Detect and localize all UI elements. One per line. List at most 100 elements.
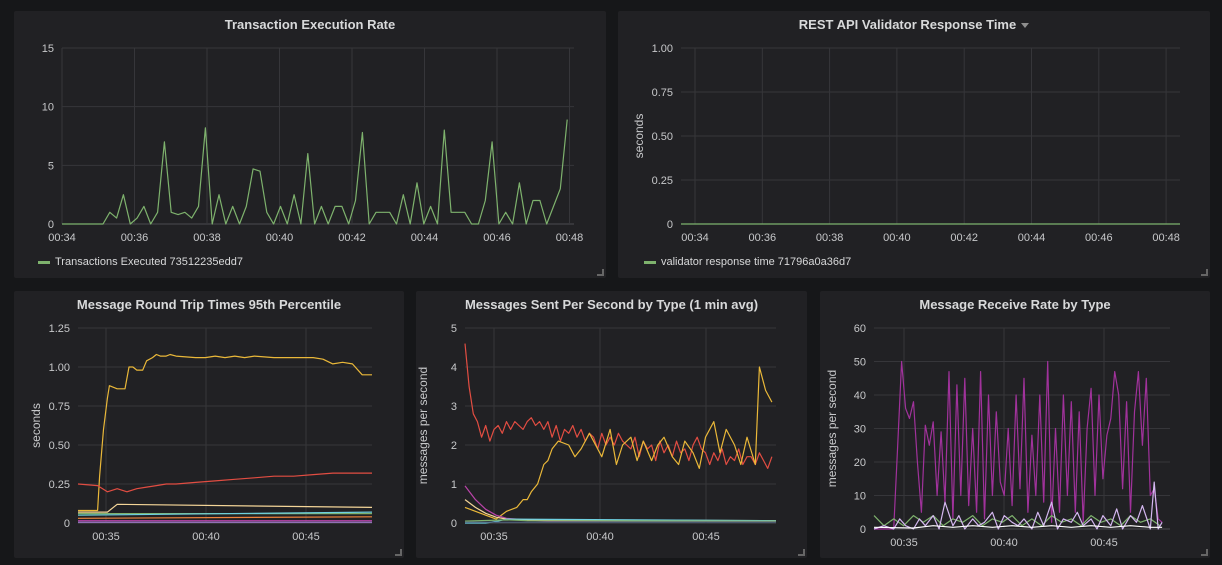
chart-transaction-execution-rate: 0 5 10 15 00:34 00:36 00:38 00:40 00:42 00:44 00:4…: [42, 43, 584, 244]
x-tick-label: 00:35: [890, 537, 918, 549]
x-tick-label: 00:45: [1090, 537, 1118, 549]
legend-swatch: [38, 260, 50, 264]
panel-message-receive-rate[interactable]: Message Receive Rate by Type 0 10 20 30 40 50…: [820, 291, 1210, 558]
legend-label: Transactions Executed 73512235edd7: [55, 256, 243, 268]
series-line: [873, 481, 1163, 530]
panel-message-round-trip-times[interactable]: Message Round Trip Times 95th Percentile…: [14, 291, 404, 558]
x-tick-label: 00:46: [483, 232, 511, 244]
y-tick-label: 0: [48, 219, 54, 231]
panel-title[interactable]: Messages Sent Per Second by Type (1 min …: [464, 297, 759, 312]
y-tick-label: 0.50: [49, 440, 70, 452]
y-tick-label: 0: [451, 518, 457, 530]
chart-message-round-trip-times: 0 0.25 0.50 0.75 1.00 1.25 00:35 00:40 00:45 seco…: [29, 323, 373, 543]
y-tick-label: 0: [860, 524, 866, 536]
x-tick-label: 00:36: [121, 232, 149, 244]
x-tick-label: 00:40: [192, 531, 220, 543]
x-tick-label: 00:36: [749, 232, 777, 244]
x-tick-label: 00:38: [193, 232, 221, 244]
y-tick-label: 3: [451, 401, 457, 413]
x-tick-label: 00:45: [292, 531, 320, 543]
y-tick-label: 0.50: [652, 131, 673, 143]
y-tick-label: 0.75: [652, 87, 673, 99]
legend-item[interactable]: Transactions Executed 73512235edd7: [38, 256, 243, 268]
panel-transaction-execution-rate[interactable]: Transaction Execution Rate 0 5 10 15 00:34 00…: [14, 11, 606, 278]
y-tick-label: 0.25: [652, 175, 673, 187]
series-line: [62, 119, 568, 225]
series-line: [464, 485, 777, 522]
x-tick-label: 00:40: [266, 232, 294, 244]
series-line: [77, 511, 373, 516]
chevron-down-icon[interactable]: [1021, 23, 1030, 29]
y-tick-label: 40: [854, 390, 866, 402]
y-tick-label: 0: [64, 518, 70, 530]
legend-swatch: [644, 260, 656, 264]
series-line: [873, 525, 1163, 529]
x-tick-label: 00:40: [586, 531, 614, 543]
y-tick-label: 10: [42, 102, 54, 114]
legend-label: validator response time 71796a0a36d7: [661, 256, 852, 268]
x-tick-label: 00:46: [1085, 232, 1113, 244]
x-tick-label: 00:42: [338, 232, 366, 244]
y-axis-label: messages per second: [416, 367, 430, 484]
x-tick-label: 00:44: [1018, 232, 1046, 244]
series-line: [464, 366, 773, 520]
resize-handle[interactable]: [1201, 269, 1208, 276]
series-line: [464, 499, 777, 522]
y-tick-label: 50: [854, 357, 866, 369]
series-line: [464, 519, 777, 522]
series-line: [77, 472, 372, 493]
y-axis-label: seconds: [29, 403, 43, 448]
y-tick-label: 10: [854, 491, 866, 503]
y-tick-label: 0.25: [49, 479, 70, 491]
y-tick-label: 5: [48, 160, 54, 172]
y-tick-label: 30: [854, 424, 866, 436]
y-tick-label: 20: [854, 457, 866, 469]
x-tick-label: 00:48: [1152, 232, 1180, 244]
series-line: [78, 353, 372, 512]
y-tick-label: 2: [451, 440, 457, 452]
legend-item[interactable]: validator response time 71796a0a36d7: [644, 256, 851, 268]
y-axis-label: messages per second: [825, 370, 839, 487]
x-tick-label: 00:38: [816, 232, 844, 244]
series-line: [78, 503, 373, 513]
y-tick-label: 15: [42, 43, 54, 55]
chart-rest-api-validator-response-time: 0 0.25 0.50 0.75 1.00 00:34 00:36 00:38 00:40 00:…: [632, 43, 1180, 244]
y-tick-label: 1: [451, 479, 457, 491]
series-line: [77, 516, 373, 519]
x-tick-label: 00:40: [883, 232, 911, 244]
x-tick-label: 00:44: [411, 232, 439, 244]
resize-handle[interactable]: [395, 549, 402, 556]
y-tick-label: 1.00: [49, 362, 70, 374]
panel-rest-api-validator-response-time[interactable]: REST API Validator Response Time 0 0.25 0.…: [618, 11, 1210, 278]
y-tick-label: 5: [451, 323, 457, 335]
y-tick-label: 0: [667, 219, 673, 231]
panel-title[interactable]: Message Receive Rate by Type: [919, 297, 1111, 312]
y-tick-label: 60: [854, 323, 866, 335]
x-tick-label: 00:34: [48, 232, 76, 244]
panel-title[interactable]: Message Round Trip Times 95th Percentile: [76, 297, 342, 312]
series-line: [465, 518, 777, 524]
chart-message-receive-rate: 0 10 20 30 40 50 60 00:35 00:40 00:45 messages per…: [825, 323, 1170, 549]
y-tick-label: 0.75: [49, 401, 70, 413]
resize-handle[interactable]: [1201, 549, 1208, 556]
x-tick-label: 00:35: [480, 531, 508, 543]
panel-title[interactable]: REST API Validator Response Time: [618, 17, 1210, 32]
chart-messages-sent-per-second: 0 1 2 3 4 5 00:35 00:40 00:45 messages per second: [416, 323, 777, 543]
x-tick-label: 00:35: [92, 531, 120, 543]
panel-title[interactable]: Transaction Execution Rate: [224, 17, 396, 32]
resize-handle[interactable]: [798, 549, 805, 556]
x-tick-label: 00:40: [990, 537, 1018, 549]
panel-messages-sent-per-second[interactable]: Messages Sent Per Second by Type (1 min …: [416, 291, 807, 558]
x-tick-label: 00:48: [556, 232, 584, 244]
series-line: [874, 360, 1163, 530]
x-tick-label: 00:42: [950, 232, 978, 244]
resize-handle[interactable]: [597, 269, 604, 276]
y-tick-label: 1.25: [49, 323, 70, 335]
x-tick-label: 00:45: [692, 531, 720, 543]
panel-title-text: REST API Validator Response Time: [798, 17, 1017, 32]
x-tick-label: 00:34: [681, 232, 709, 244]
y-axis-label: seconds: [632, 114, 646, 159]
series-line: [464, 343, 773, 469]
y-tick-label: 1.00: [652, 43, 673, 55]
y-tick-label: 4: [451, 362, 457, 374]
